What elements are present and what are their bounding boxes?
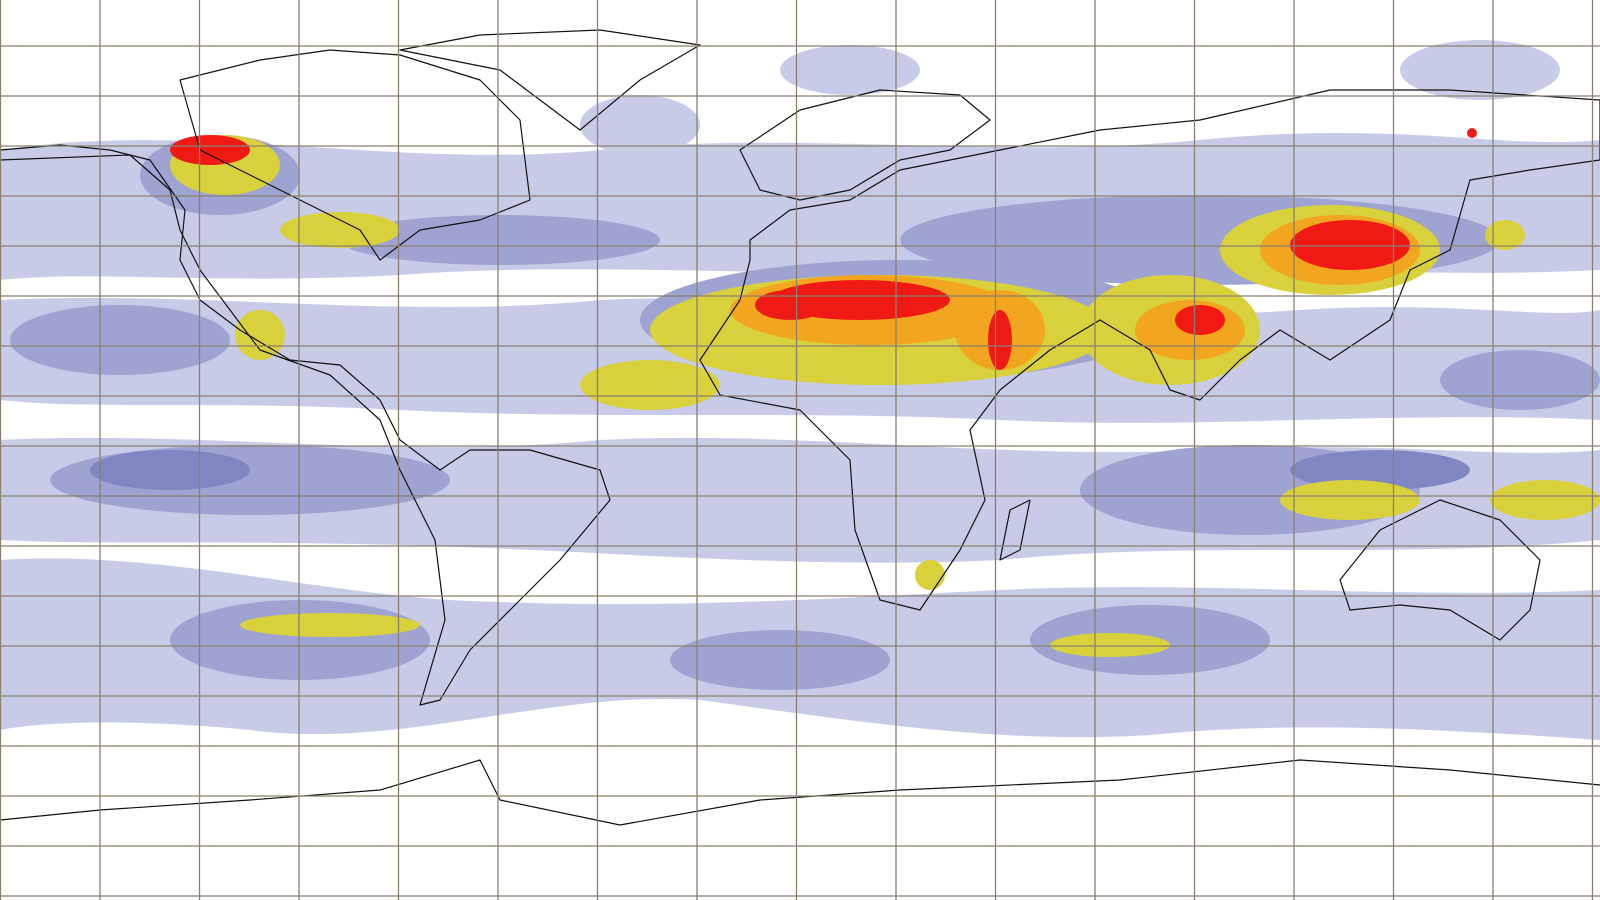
patch bbox=[988, 310, 1012, 370]
patch bbox=[1050, 633, 1170, 657]
greenland bbox=[399, 29, 701, 131]
americas bbox=[0, 144, 611, 706]
patch bbox=[580, 95, 700, 155]
concentration-field bbox=[0, 40, 1600, 740]
patch bbox=[10, 305, 230, 375]
madagascar bbox=[999, 499, 1031, 561]
patch bbox=[1467, 128, 1477, 138]
patch bbox=[1485, 220, 1525, 250]
patch bbox=[1400, 40, 1560, 100]
patch bbox=[915, 560, 945, 590]
patch bbox=[170, 135, 250, 165]
antarctica bbox=[0, 759, 1600, 826]
patch bbox=[90, 450, 250, 490]
australia bbox=[1339, 499, 1541, 641]
coastlines bbox=[0, 29, 1600, 826]
patch bbox=[1290, 450, 1470, 490]
patch bbox=[1490, 480, 1600, 520]
patch bbox=[170, 600, 430, 680]
north-america bbox=[179, 49, 531, 261]
patch bbox=[780, 45, 920, 95]
patch bbox=[1280, 480, 1420, 520]
afro-eurasia bbox=[699, 89, 1600, 611]
patch bbox=[235, 310, 285, 360]
patch bbox=[755, 290, 825, 320]
patch bbox=[280, 212, 400, 248]
patch bbox=[340, 215, 660, 265]
patch bbox=[1440, 350, 1600, 410]
patch bbox=[670, 630, 890, 690]
patch bbox=[1175, 305, 1225, 335]
patch bbox=[240, 613, 420, 637]
patch bbox=[580, 360, 720, 410]
patch bbox=[1290, 220, 1410, 270]
scandinavia bbox=[739, 89, 991, 201]
